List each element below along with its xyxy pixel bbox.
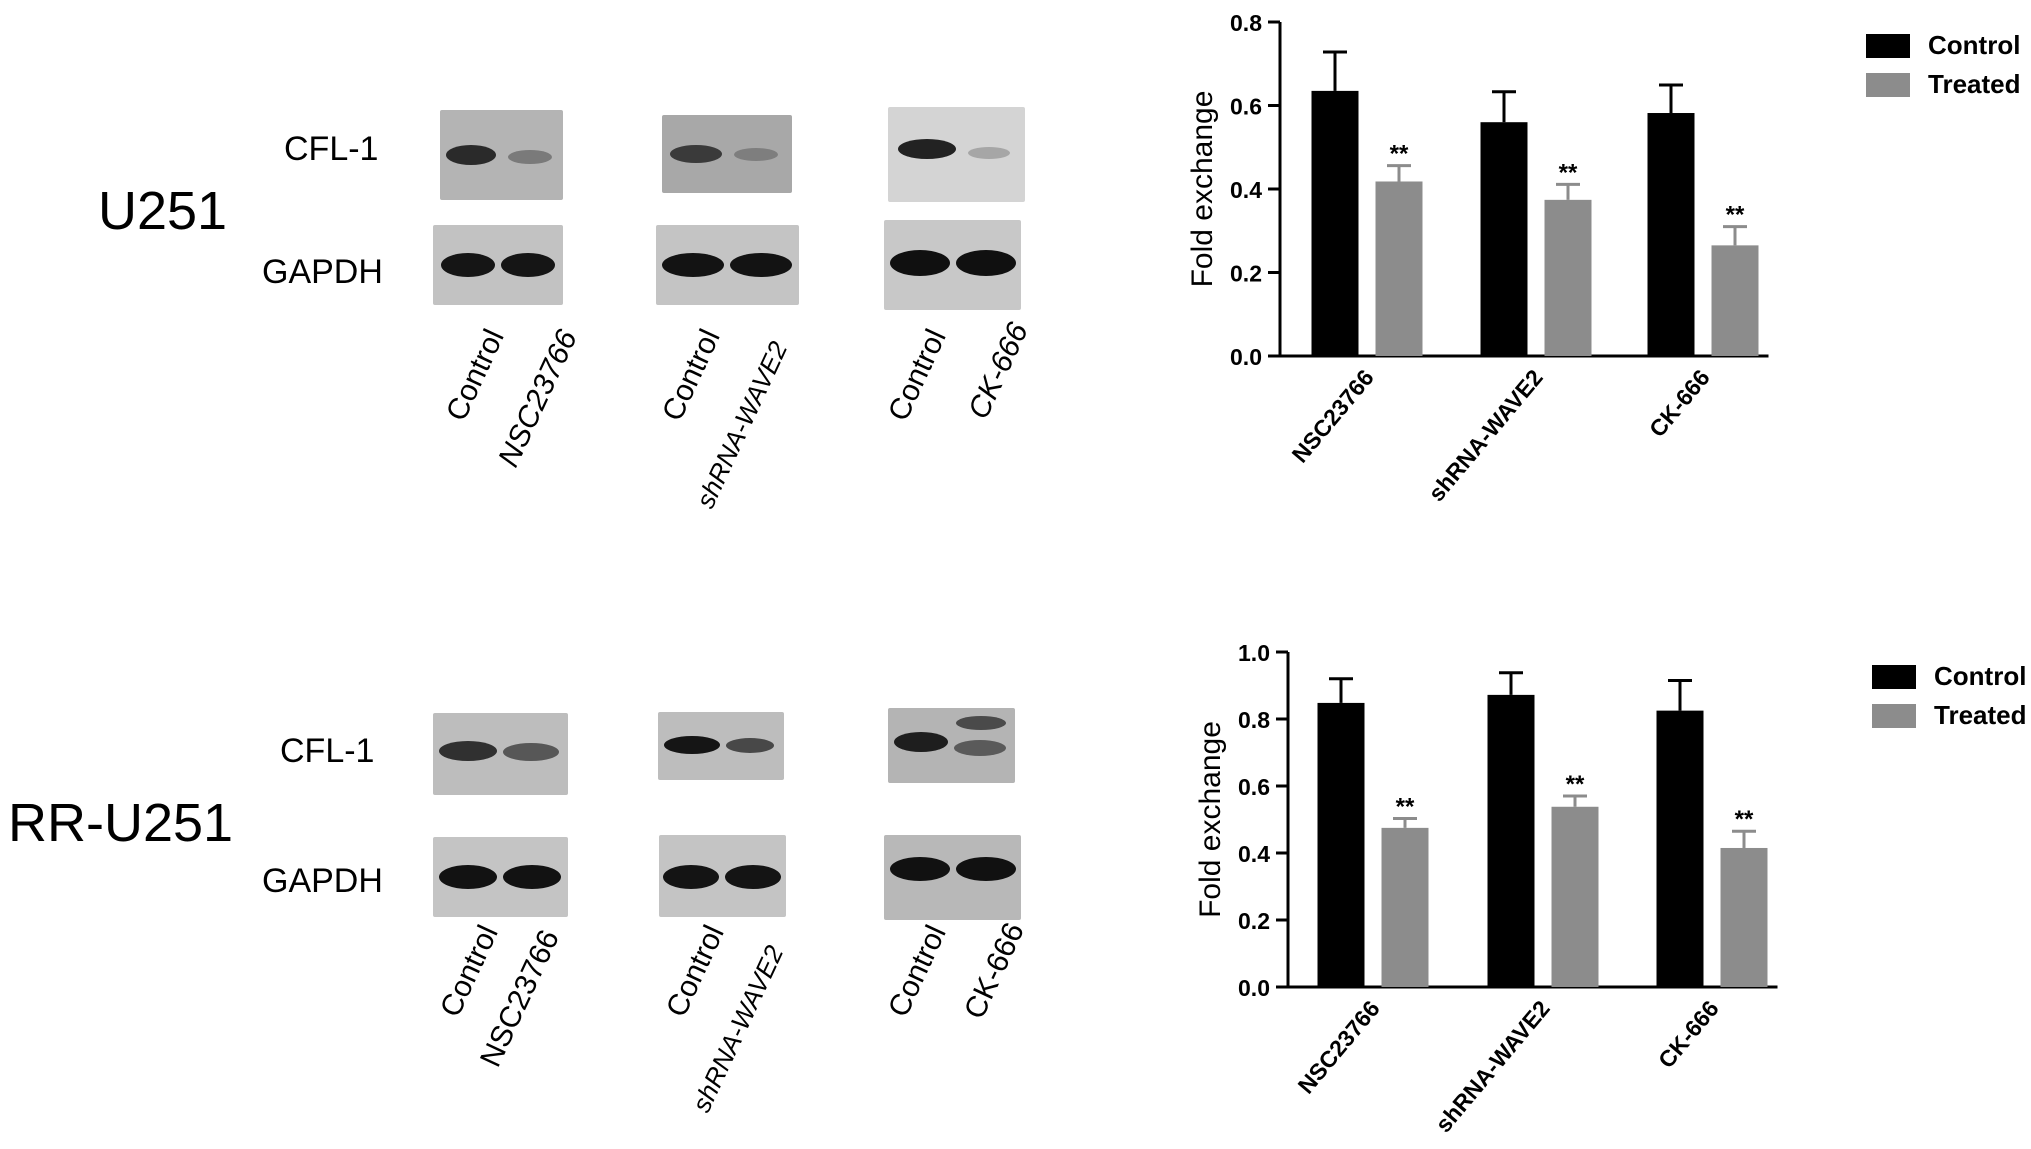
band [954, 740, 1006, 756]
protein-label-cfl1: CFL-1 [280, 732, 375, 770]
legend-swatch-control [1866, 34, 1910, 58]
blot-cfl1 [433, 713, 568, 795]
y-tick-label: 0.6 [1230, 94, 1262, 120]
significance-marker: ** [1726, 202, 1745, 229]
band [894, 732, 948, 752]
band [670, 145, 722, 163]
y-tick-label: 0.4 [1230, 177, 1262, 203]
y-tick-label: 0.2 [1230, 261, 1262, 287]
y-tick-label: 0.0 [1238, 975, 1270, 1001]
blot-gapdh [656, 225, 799, 305]
bar-treated [1544, 199, 1592, 356]
blot-gapdh [659, 835, 786, 917]
band [439, 865, 497, 889]
band [890, 250, 950, 276]
y-axis-label: Fold exchange [1194, 721, 1227, 918]
y-tick-label: 0.2 [1238, 908, 1270, 934]
blot-gapdh [433, 837, 568, 917]
legend-label-control: Control [1934, 661, 2027, 691]
legend-swatch-treated [1866, 73, 1910, 97]
x-tick-label: CK-666 [1644, 365, 1715, 442]
x-tick-label: CK-666 [1653, 996, 1724, 1073]
bar-treated [1551, 806, 1599, 987]
band [898, 139, 956, 159]
band [503, 743, 559, 761]
y-axis-label: Fold exchange [1186, 91, 1219, 288]
legend-label-treated: Treated [1934, 700, 2027, 730]
bar-control [1480, 122, 1528, 356]
y-tick-label: 1.0 [1238, 640, 1270, 666]
legend: Control Treated [1866, 30, 2026, 104]
band [725, 865, 781, 889]
blot-gapdh [884, 220, 1021, 310]
band [726, 738, 774, 753]
band [968, 147, 1010, 159]
y-tick-label: 0.8 [1230, 10, 1262, 36]
band [956, 250, 1016, 276]
blot-gapdh [433, 225, 563, 305]
significance-marker: ** [1396, 793, 1415, 820]
band [441, 253, 495, 277]
significance-marker: ** [1559, 159, 1578, 186]
blot-cfl1 [888, 708, 1015, 783]
legend: Control Treated [1872, 661, 2031, 735]
band [956, 857, 1016, 881]
band [890, 857, 950, 881]
band [730, 253, 792, 277]
legend-swatch-control [1872, 665, 1916, 689]
band [501, 253, 555, 277]
protein-label-cfl1: CFL-1 [284, 130, 379, 168]
bar-treated [1375, 181, 1423, 356]
x-tick-label: shRNA-WAVE2 [1430, 996, 1555, 1138]
band [503, 865, 561, 889]
band [508, 150, 552, 164]
bar-control [1647, 113, 1695, 356]
cell-line-label: U251 [98, 181, 228, 241]
bar-control [1317, 702, 1365, 987]
y-tick-label: 0.6 [1238, 774, 1270, 800]
bar-control [1656, 710, 1704, 987]
bar-control [1487, 694, 1535, 987]
blot-gapdh [884, 835, 1021, 920]
legend-label-control: Control [1928, 30, 2021, 60]
significance-marker: ** [1735, 806, 1754, 833]
band [663, 865, 719, 889]
x-tick-label: shRNA-WAVE2 [1423, 365, 1548, 507]
cell-line-label: RR-U251 [8, 793, 234, 853]
x-tick-label: NSC23766 [1293, 996, 1385, 1099]
protein-label-gapdh: GAPDH [262, 862, 383, 900]
band [664, 736, 720, 754]
blot-cfl1 [888, 107, 1025, 202]
blot-cfl1 [658, 712, 784, 780]
significance-marker: ** [1566, 771, 1585, 798]
band [956, 716, 1006, 730]
protein-label-gapdh: GAPDH [262, 253, 383, 291]
y-tick-label: 0.4 [1238, 841, 1270, 867]
band [662, 253, 724, 277]
y-tick-label: 0.8 [1238, 707, 1270, 733]
band [734, 148, 778, 161]
legend-swatch-treated [1872, 704, 1916, 728]
bar-treated [1720, 847, 1768, 987]
x-tick-label: NSC23766 [1287, 365, 1379, 468]
bar-control [1311, 90, 1359, 356]
blot-cfl1 [662, 115, 792, 193]
band [446, 145, 496, 165]
legend-label-treated: Treated [1928, 69, 2021, 99]
bar-treated [1381, 827, 1429, 987]
significance-marker: ** [1390, 141, 1409, 168]
y-tick-label: 0.0 [1230, 344, 1262, 370]
band [439, 741, 497, 761]
bar-treated [1711, 245, 1759, 356]
blot-cfl1 [440, 110, 563, 200]
